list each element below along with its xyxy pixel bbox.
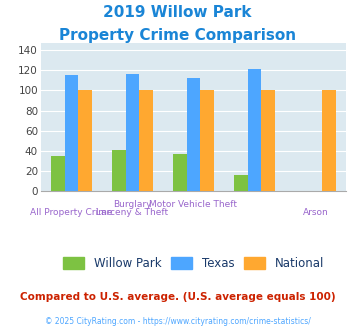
Bar — [200, 90, 214, 191]
Bar — [248, 69, 261, 191]
Bar — [173, 154, 187, 191]
Text: © 2025 CityRating.com - https://www.cityrating.com/crime-statistics/: © 2025 CityRating.com - https://www.city… — [45, 317, 310, 326]
Bar — [187, 78, 200, 191]
Text: Compared to U.S. average. (U.S. average equals 100): Compared to U.S. average. (U.S. average … — [20, 292, 335, 302]
Text: 2019 Willow Park: 2019 Willow Park — [103, 5, 252, 20]
Text: Property Crime Comparison: Property Crime Comparison — [59, 28, 296, 43]
Bar — [234, 175, 248, 191]
Bar — [261, 90, 275, 191]
Bar — [126, 74, 139, 191]
Bar — [139, 90, 153, 191]
Text: Motor Vehicle Theft: Motor Vehicle Theft — [149, 201, 237, 210]
Legend: Willow Park, Texas, National: Willow Park, Texas, National — [59, 252, 328, 275]
Text: Larceny & Theft: Larceny & Theft — [96, 208, 169, 216]
Text: Arson: Arson — [303, 208, 328, 216]
Bar — [112, 150, 126, 191]
Bar — [51, 156, 65, 191]
Text: All Property Crime: All Property Crime — [30, 208, 113, 216]
Text: Burglary: Burglary — [113, 201, 152, 210]
Bar — [65, 75, 78, 191]
Bar — [322, 90, 336, 191]
Bar — [78, 90, 92, 191]
